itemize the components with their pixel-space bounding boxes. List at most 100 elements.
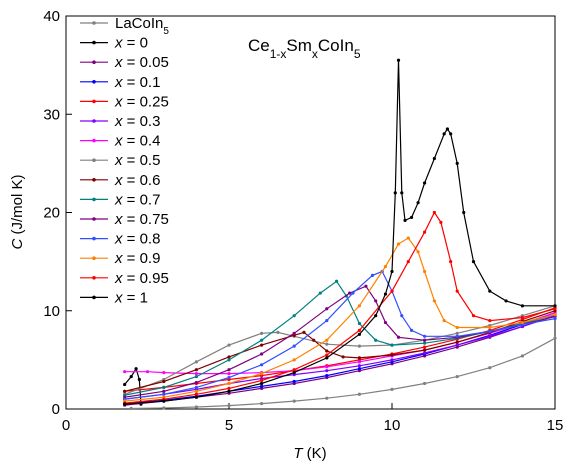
data-point — [423, 338, 427, 342]
data-point — [292, 368, 296, 372]
data-point — [260, 363, 264, 367]
data-point — [162, 371, 166, 375]
data-point — [260, 338, 264, 342]
data-point — [123, 370, 127, 374]
legend-marker — [92, 276, 96, 280]
data-point — [227, 375, 231, 380]
legend-marker — [92, 80, 96, 84]
series-line — [124, 312, 556, 405]
legend-label: LaCoIn5 — [115, 15, 169, 37]
x-tick-label: 0 — [62, 417, 70, 434]
data-point — [423, 348, 427, 352]
data-point — [520, 354, 525, 358]
data-point — [390, 353, 394, 357]
data-point — [357, 344, 361, 348]
data-point — [416, 201, 420, 205]
legend-label: x = 1 — [114, 289, 148, 306]
data-point — [423, 230, 427, 234]
y-tick-label: 40 — [43, 8, 60, 25]
data-point — [406, 260, 410, 264]
data-point — [357, 332, 361, 336]
data-point — [260, 381, 264, 386]
legend-marker — [92, 99, 96, 104]
data-point — [390, 358, 394, 362]
data-point — [162, 385, 166, 389]
legend-label: x = 0.25 — [114, 93, 169, 110]
data-point — [357, 360, 361, 364]
legend-marker — [92, 40, 96, 45]
data-point — [423, 345, 427, 349]
legend-label: x = 0.3 — [114, 113, 160, 130]
data-point — [488, 289, 492, 293]
data-point — [396, 58, 401, 62]
legend-marker — [92, 236, 96, 241]
data-point — [553, 336, 557, 340]
data-point — [357, 367, 361, 371]
data-point — [137, 377, 141, 382]
data-point — [348, 291, 352, 295]
data-point — [292, 379, 296, 384]
data-point — [357, 364, 361, 368]
data-point — [123, 382, 127, 387]
data-point — [357, 321, 361, 326]
title-part: Sm — [286, 36, 312, 55]
data-point — [553, 304, 557, 308]
data-point — [227, 368, 231, 372]
data-point — [393, 191, 397, 195]
data-point — [325, 356, 329, 360]
data-point — [194, 368, 198, 372]
title-part: 5 — [354, 47, 361, 61]
data-point — [390, 289, 394, 293]
data-point — [194, 389, 198, 393]
data-point — [455, 289, 459, 293]
data-point — [194, 360, 198, 364]
data-point — [396, 242, 401, 246]
data-point — [520, 304, 525, 308]
data-point — [260, 384, 264, 389]
data-point — [423, 269, 427, 274]
data-point — [455, 343, 459, 347]
data-point — [260, 372, 264, 376]
data-point — [194, 374, 198, 379]
legend-marker — [92, 178, 96, 182]
data-point — [260, 352, 264, 356]
data-point — [455, 325, 459, 330]
legend-label: x = 0.9 — [114, 250, 160, 267]
data-point — [553, 317, 557, 321]
legend-label: x = 0.5 — [114, 152, 160, 169]
data-point — [292, 371, 296, 375]
data-point — [374, 299, 378, 303]
series-line — [124, 270, 556, 400]
data-point — [123, 402, 127, 406]
data-point — [325, 353, 329, 357]
data-point — [409, 328, 414, 332]
data-point — [276, 330, 280, 334]
data-point — [292, 358, 296, 362]
data-point — [396, 335, 401, 339]
legend-label: x = 0.05 — [114, 54, 169, 71]
data-point — [162, 389, 166, 393]
data-point — [325, 349, 329, 353]
data-point — [227, 372, 231, 376]
data-point — [488, 325, 492, 330]
data-point — [325, 342, 329, 346]
data-point — [351, 291, 355, 295]
data-point — [341, 355, 345, 359]
data-point — [423, 341, 427, 345]
data-point — [390, 269, 394, 274]
data-point — [357, 392, 361, 396]
data-point — [455, 374, 459, 379]
data-point — [227, 381, 231, 386]
data-point — [390, 343, 394, 347]
data-point — [400, 191, 404, 195]
legend-label: x = 0.4 — [114, 133, 160, 150]
data-point — [520, 320, 525, 325]
data-point — [445, 127, 450, 131]
data-point — [449, 132, 453, 136]
data-point — [406, 236, 410, 240]
legend-label: x = 0.6 — [114, 172, 160, 189]
data-point — [442, 318, 446, 323]
data-point — [390, 387, 394, 391]
data-point — [162, 399, 166, 403]
